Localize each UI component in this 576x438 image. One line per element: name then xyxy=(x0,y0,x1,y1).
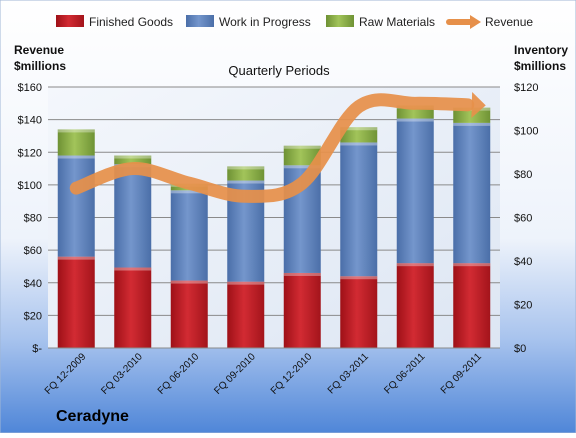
left-tick-label: $120 xyxy=(18,147,42,159)
bar-highlight xyxy=(114,267,152,271)
legend: Finished Goods Work in Progress Raw Mate… xyxy=(56,15,533,29)
right-axis-title-line1: Inventory xyxy=(514,43,568,57)
bar-work-in-progress xyxy=(396,118,434,264)
bar-highlight xyxy=(170,280,208,284)
bar-work-in-progress xyxy=(340,142,378,277)
bar-highlight xyxy=(57,256,95,260)
left-tick-label: $20 xyxy=(24,310,42,322)
left-tick-label: $80 xyxy=(24,213,42,225)
bar-finished-goods xyxy=(340,276,378,348)
bar-highlight xyxy=(227,166,265,170)
legend-label-work-in-progress: Work in Progress xyxy=(219,15,311,29)
left-tick-label: $100 xyxy=(18,180,42,192)
bar-highlight xyxy=(340,142,378,146)
legend-swatch-work-in-progress xyxy=(186,15,214,27)
bar-raw-materials xyxy=(283,145,321,166)
left-tick-label: $40 xyxy=(24,278,42,290)
bar-highlight xyxy=(170,190,208,194)
bar-raw-materials xyxy=(57,129,95,156)
bar-finished-goods xyxy=(283,272,321,348)
right-axis-ticks: $0 $20 $40 $60 $80 $100 $120 xyxy=(514,82,538,355)
bar-highlight xyxy=(114,155,152,159)
right-tick-label: $40 xyxy=(514,256,532,268)
legend-label-finished-goods: Finished Goods xyxy=(89,15,173,29)
bar-work-in-progress xyxy=(114,164,152,268)
bar-finished-goods xyxy=(396,263,434,348)
revenue-line xyxy=(69,93,475,203)
bar-highlight xyxy=(227,281,265,285)
left-axis-title-line1: Revenue xyxy=(14,43,64,57)
legend-swatch-finished-goods xyxy=(56,15,84,27)
bars xyxy=(57,105,491,348)
bar-highlight xyxy=(283,272,321,276)
chart-subtitle: Quarterly Periods xyxy=(228,63,330,78)
bar-finished-goods xyxy=(170,280,208,348)
bar-highlight xyxy=(340,276,378,280)
bar-finished-goods xyxy=(57,256,95,348)
bar-work-in-progress xyxy=(453,122,491,264)
company-name: Ceradyne xyxy=(56,408,129,425)
bar-highlight xyxy=(57,155,95,159)
left-axis-title-line2: $millions xyxy=(14,59,66,73)
legend-label-revenue: Revenue xyxy=(485,15,533,29)
bar-highlight xyxy=(227,180,265,184)
left-tick-label: $160 xyxy=(18,82,42,94)
bar-work-in-progress xyxy=(170,190,208,281)
revenue-arrowhead xyxy=(471,91,486,118)
bar-highlight xyxy=(340,127,378,131)
left-tick-label: $- xyxy=(32,343,42,355)
bar-work-in-progress xyxy=(57,155,95,257)
right-tick-label: $0 xyxy=(514,343,526,355)
bar-highlight xyxy=(453,122,491,126)
right-tick-label: $120 xyxy=(514,82,538,94)
bar-finished-goods xyxy=(227,281,265,348)
bar-highlight xyxy=(396,263,434,267)
left-tick-label: $140 xyxy=(18,115,42,127)
left-axis-ticks: $- $20 $40 $60 $80 $100 $120 $140 $160 xyxy=(18,82,43,355)
bar-highlight xyxy=(453,263,491,267)
bar-highlight xyxy=(283,145,321,149)
bar-highlight xyxy=(283,165,321,169)
legend-swatch-raw-materials xyxy=(326,15,354,27)
right-tick-label: $100 xyxy=(514,126,538,138)
right-tick-label: $80 xyxy=(514,169,532,181)
left-tick-label: $60 xyxy=(24,245,42,257)
legend-label-raw-materials: Raw Materials xyxy=(359,15,435,29)
legend-revenue-arrowhead xyxy=(470,15,481,29)
bar-raw-materials xyxy=(227,166,265,181)
bar-highlight xyxy=(396,118,434,122)
bar-finished-goods xyxy=(453,263,491,348)
right-axis-title-line2: $millions xyxy=(514,59,566,73)
right-tick-label: $20 xyxy=(514,300,532,312)
bar-raw-materials xyxy=(114,155,152,165)
bar-raw-materials xyxy=(340,127,378,143)
bar-highlight xyxy=(57,129,95,133)
right-tick-label: $60 xyxy=(514,213,532,225)
bar-finished-goods xyxy=(114,267,152,348)
